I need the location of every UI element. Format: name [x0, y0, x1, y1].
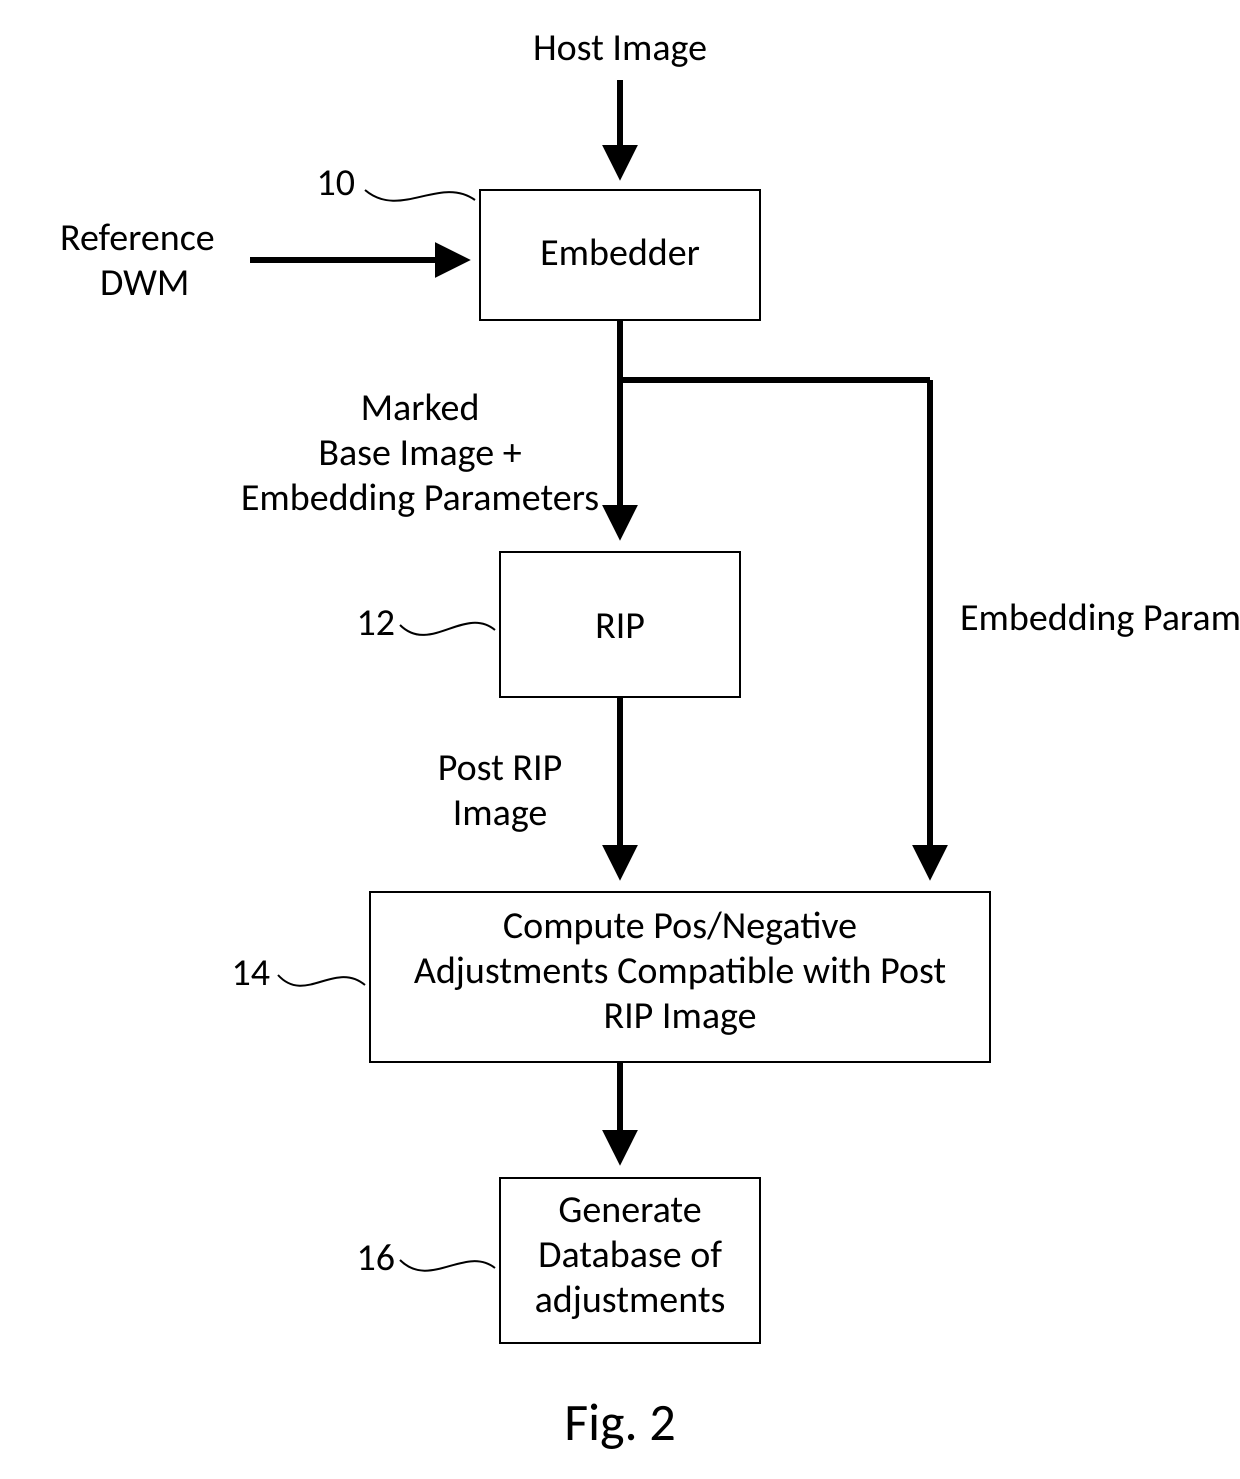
leader-12: [400, 623, 495, 635]
embedding-params-label: Embedding Parameters: [960, 595, 1240, 641]
postrip-label-1: Post RIP: [438, 745, 563, 791]
refnum-12: 12: [356, 600, 395, 646]
leader-14: [278, 975, 365, 986]
leader-10: [365, 190, 475, 201]
rip-text: RIP: [595, 603, 645, 649]
compute-text-3: RIP Image: [603, 993, 756, 1039]
compute-text-1: Compute Pos/Negative: [503, 903, 857, 949]
reference-dwm-label-2: DWM: [100, 260, 189, 306]
refnum-10: 10: [316, 160, 355, 206]
figure-caption: Fig. 2: [564, 1390, 676, 1454]
refnum-16: 16: [356, 1235, 395, 1281]
generate-text-3: adjustments: [535, 1277, 726, 1323]
marked-label-1: Marked: [361, 385, 480, 431]
marked-label-3: Embedding Parameters: [241, 475, 599, 521]
compute-text-2: Adjustments Compatible with Post: [414, 948, 947, 994]
generate-text-1: Generate: [558, 1187, 701, 1233]
refnum-14: 14: [231, 950, 270, 996]
generate-text-2: Database of: [538, 1232, 722, 1278]
marked-label-2: Base Image +: [318, 430, 521, 476]
reference-dwm-label-1: Reference: [60, 215, 215, 261]
postrip-label-2: Image: [453, 790, 548, 836]
leader-16: [400, 1260, 495, 1271]
embedder-text: Embedder: [540, 230, 700, 276]
host-image-label: Host Image: [533, 25, 707, 71]
